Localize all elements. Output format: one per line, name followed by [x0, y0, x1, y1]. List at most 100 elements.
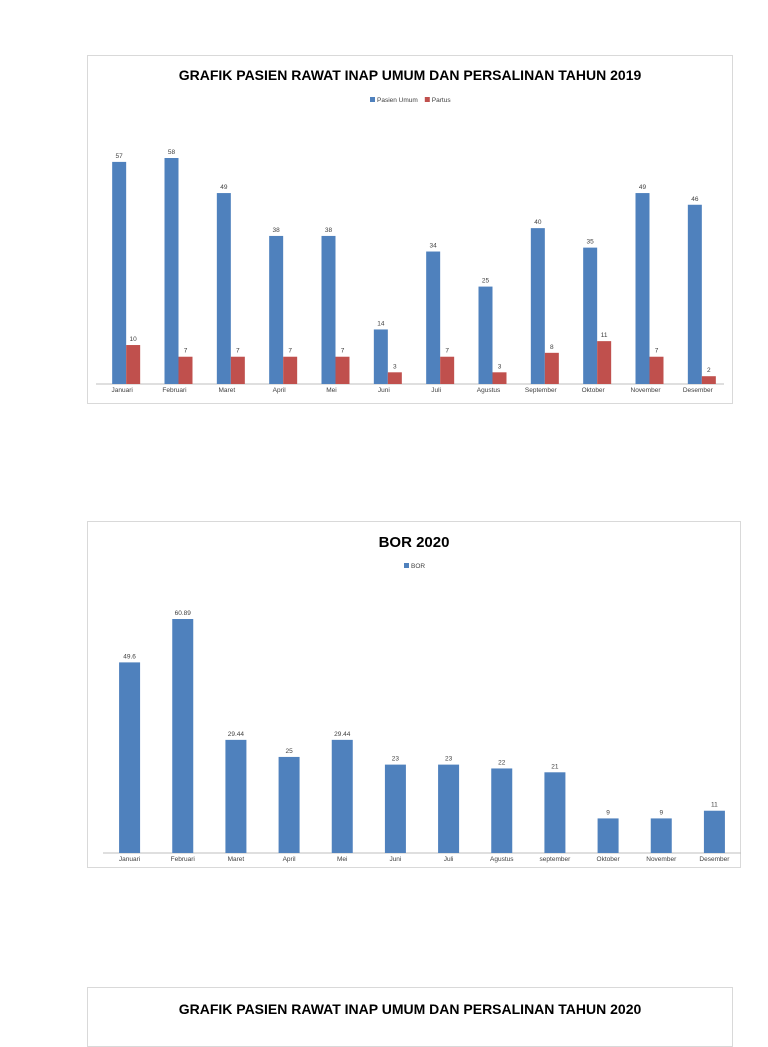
bar-bor — [278, 756, 300, 853]
chart-bor-2020: BOR 2020 BOR 49.6 Januari 60.89 Februari 29.4… — [87, 521, 741, 868]
chart-2020-patients: GRAFIK PASIEN RAWAT INAP UMUM DAN PERSAL… — [87, 987, 733, 1047]
x-tick-label: Agustus — [490, 856, 514, 863]
bar-pasien-umum — [635, 193, 650, 384]
x-tick-label: Januari — [119, 856, 140, 863]
data-label: 2 — [707, 367, 711, 374]
x-tick-label: April — [283, 856, 297, 863]
bar-partus — [597, 341, 612, 384]
bar-pasien-umum — [426, 251, 441, 384]
bar-pasien-umum — [530, 228, 545, 384]
data-label: 21 — [551, 763, 559, 770]
x-tick-label: Januari — [112, 387, 133, 394]
x-tick-label: Desember — [699, 856, 730, 863]
bar-pasien-umum — [321, 235, 336, 384]
data-label: 7 — [236, 348, 240, 355]
bar-pasien-umum — [583, 247, 598, 384]
bar-pasien-umum — [687, 204, 702, 384]
chart-plot-area: Pasien Umum Partus 57 10 Januari 58 7 Februari 4… — [96, 97, 724, 394]
data-label: 35 — [587, 239, 595, 246]
bar-pasien-umum — [373, 329, 388, 384]
bar-partus — [335, 356, 350, 384]
data-label: 57 — [116, 153, 124, 160]
data-label: 46 — [691, 196, 699, 203]
bar-bor — [703, 810, 725, 853]
data-label: 7 — [341, 348, 345, 355]
data-label: 11 — [601, 332, 608, 339]
bar-partus — [440, 356, 455, 384]
x-tick-label: Juli — [431, 387, 441, 394]
data-label: 25 — [285, 748, 293, 755]
data-label: 11 — [711, 802, 718, 809]
data-label: 10 — [130, 336, 138, 343]
data-label: 49 — [639, 184, 647, 191]
legend-swatch — [404, 563, 409, 568]
data-label: 29.44 — [334, 731, 351, 738]
bar-bor — [650, 818, 672, 853]
data-label: 9 — [606, 809, 610, 816]
x-tick-label: Agustus — [477, 387, 501, 394]
bar-partus — [492, 372, 507, 384]
x-tick-label: Mei — [326, 387, 336, 394]
legend-swatch — [424, 97, 430, 102]
x-tick-label: Juni — [389, 856, 401, 863]
bar-pasien-umum — [216, 193, 231, 384]
data-label: 7 — [445, 348, 449, 355]
data-label: 25 — [482, 278, 490, 285]
x-tick-label: Februari — [162, 387, 186, 394]
chart-title: GRAFIK PASIEN RAWAT INAP UMUM DAN PERSAL… — [178, 67, 642, 83]
data-label: 9 — [659, 809, 663, 816]
data-label: 49.6 — [123, 653, 136, 660]
x-tick-label: Mei — [337, 856, 347, 863]
data-label: 14 — [377, 320, 385, 327]
x-tick-label: Oktober — [597, 856, 621, 863]
data-label: 23 — [392, 756, 400, 763]
x-tick-label: Maret — [228, 856, 245, 863]
legend-label: Partus — [432, 97, 452, 104]
legend-swatch — [370, 97, 375, 102]
x-tick-label: Desember — [683, 387, 714, 394]
data-label: 23 — [445, 756, 453, 763]
bar-bor — [544, 772, 566, 853]
data-label: 60.89 — [175, 610, 192, 617]
bar-bor — [384, 764, 406, 853]
bar-pasien-umum — [478, 286, 493, 384]
legend-label: BOR — [411, 563, 425, 570]
bar-pasien-umum — [269, 235, 284, 384]
data-label: 34 — [430, 243, 438, 250]
data-label: 7 — [184, 348, 188, 355]
x-tick-label: November — [646, 856, 677, 863]
bar-bor — [491, 768, 513, 853]
data-label: 29.44 — [228, 731, 245, 738]
x-tick-label: September — [525, 387, 558, 394]
bar-partus — [544, 352, 559, 384]
x-tick-label: November — [631, 387, 662, 394]
data-label: 7 — [655, 348, 659, 355]
x-tick-label: Oktober — [582, 387, 606, 394]
x-tick-label: Juni — [378, 387, 390, 394]
bar-bor — [119, 662, 141, 853]
x-tick-label: Juli — [444, 856, 454, 863]
bar-pasien-umum — [112, 161, 127, 384]
legend-label: Pasien Umum — [377, 97, 418, 104]
x-tick-label: Februari — [171, 856, 195, 863]
bar-partus — [283, 356, 298, 384]
data-label: 40 — [534, 219, 542, 226]
bar-partus — [387, 372, 402, 384]
bar-partus — [126, 345, 141, 384]
chart-title: BOR 2020 — [378, 534, 450, 551]
data-label: 38 — [273, 227, 281, 234]
bar-bor — [597, 818, 619, 853]
data-label: 38 — [325, 227, 333, 234]
data-label: 3 — [393, 363, 397, 370]
chart-plot-area: BOR 49.6 Januari 60.89 Februari 29.44 Maret 25 A… — [103, 563, 741, 863]
bar-bor — [331, 739, 353, 853]
bar-pasien-umum — [164, 158, 179, 384]
chart-2019-patients: GRAFIK PASIEN RAWAT INAP UMUM DAN PERSAL… — [87, 55, 733, 404]
data-label: 3 — [498, 363, 502, 370]
x-tick-label: April — [273, 387, 287, 394]
data-label: 7 — [288, 348, 292, 355]
data-label: 8 — [550, 344, 554, 351]
bar-bor — [172, 619, 194, 853]
bar-partus — [649, 356, 664, 384]
bar-bor — [438, 764, 460, 853]
